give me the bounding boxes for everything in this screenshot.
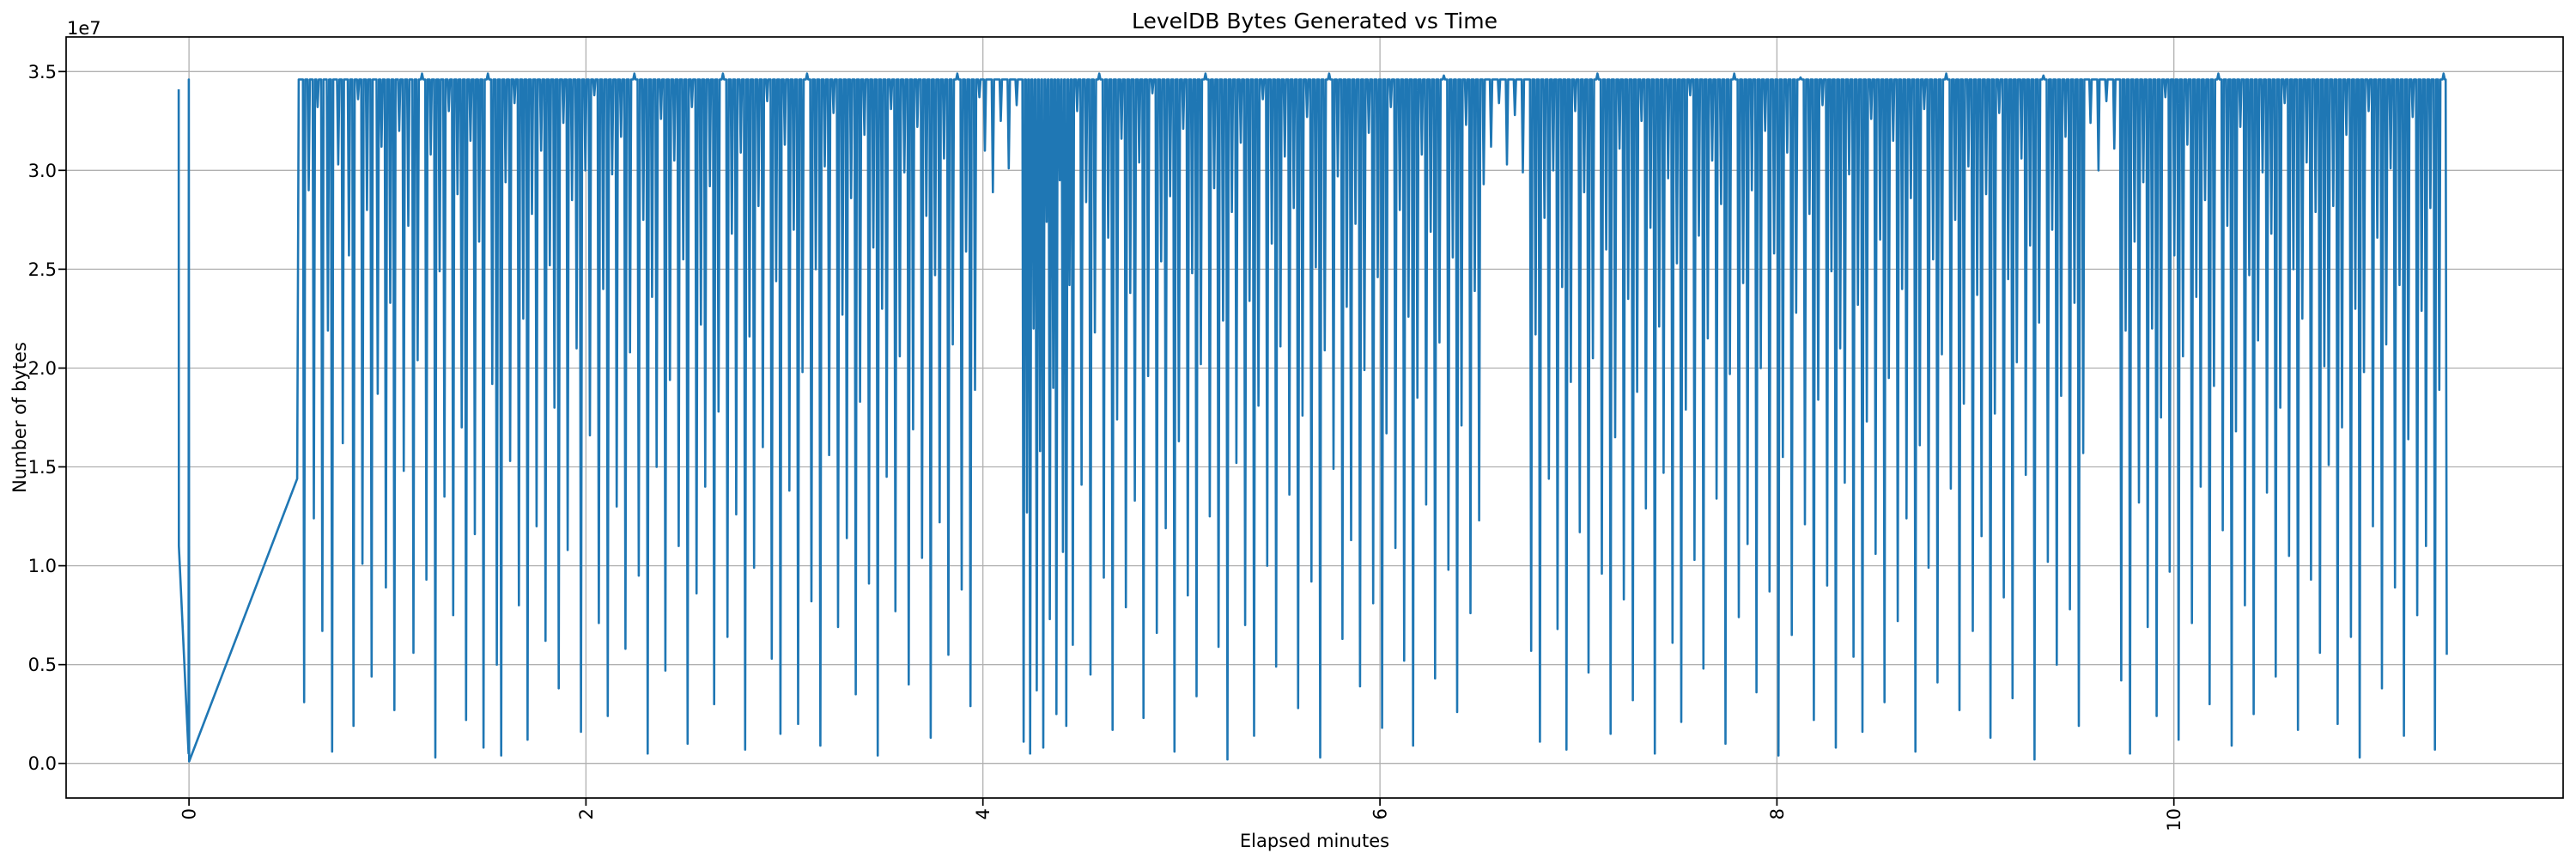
x-axis-label: Elapsed minutes — [1240, 831, 1389, 851]
y-tick-label: 1.5 — [28, 457, 57, 478]
y-tick-label: 0.5 — [28, 655, 57, 675]
x-tick-label: 0 — [179, 808, 200, 819]
y-tick-label: 2.5 — [28, 259, 57, 280]
x-tick-label: 2 — [576, 808, 597, 819]
x-tick-label: 6 — [1370, 808, 1391, 819]
y-tick-label: 0.0 — [28, 753, 57, 774]
axes-frame — [65, 36, 2564, 799]
data-series-line — [177, 72, 2448, 763]
x-tick-label: 8 — [1767, 808, 1788, 819]
y-tick-label: 3.0 — [28, 161, 57, 181]
y-axis-label: Number of bytes — [9, 342, 30, 493]
y-tick-label: 1.0 — [28, 556, 57, 576]
x-tick-label: 10 — [2164, 808, 2184, 832]
y-axis-offset-text: 1e7 — [67, 18, 101, 39]
chart-title: LevelDB Bytes Generated vs Time — [1132, 9, 1498, 34]
y-tick-label: 3.5 — [28, 62, 57, 82]
tick-labels: 0 2 4 6 8 10 0.0 0.5 1.0 1.5 2.0 2.5 3.0 3.5 — [28, 62, 2185, 832]
tick-marks — [58, 70, 2175, 806]
x-tick-label: 4 — [973, 808, 993, 819]
y-tick-label: 2.0 — [28, 358, 57, 379]
